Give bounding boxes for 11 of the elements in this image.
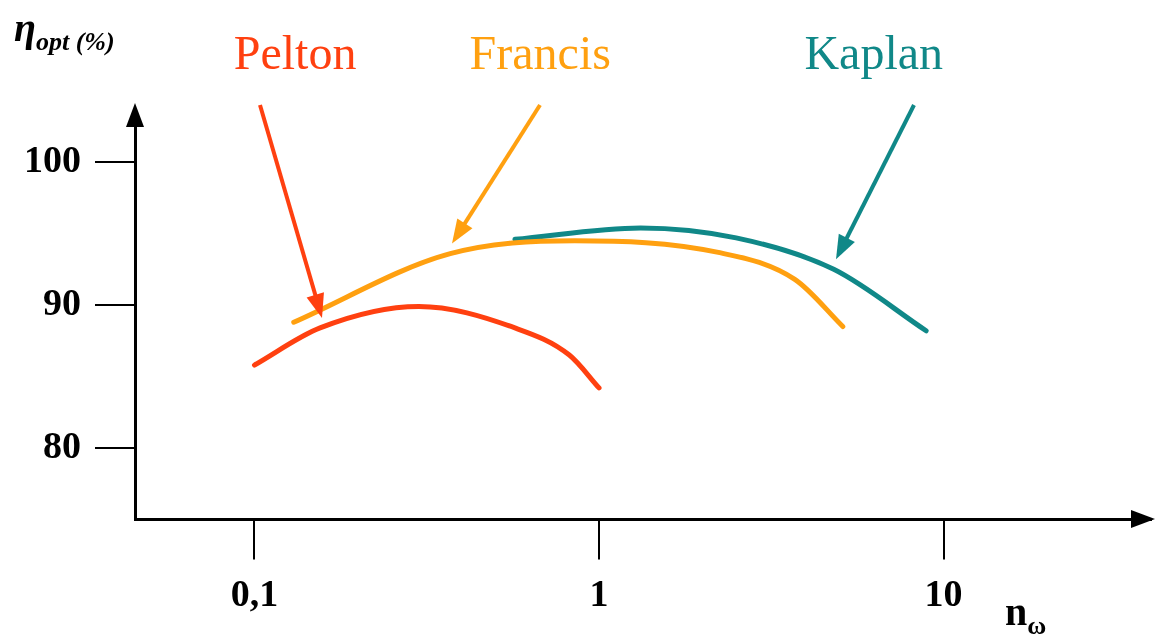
x-axis-title: n$_{ω}$ — [1005, 588, 1047, 641]
text: Kaplan — [804, 25, 944, 79]
y-tick-label: 90 — [43, 280, 81, 323]
y-axis-title: η$_{opt (%)}$ — [14, 4, 115, 57]
text: Francis — [469, 25, 611, 79]
y-tick-label: 80 — [43, 423, 81, 466]
x-tick-label: 10 — [924, 572, 963, 615]
text: Pelton — [233, 25, 357, 79]
x-tick-label: 1 — [589, 572, 609, 615]
x-tick-label: 0,1 — [230, 572, 279, 615]
y-tick-label: 100 — [24, 137, 81, 180]
